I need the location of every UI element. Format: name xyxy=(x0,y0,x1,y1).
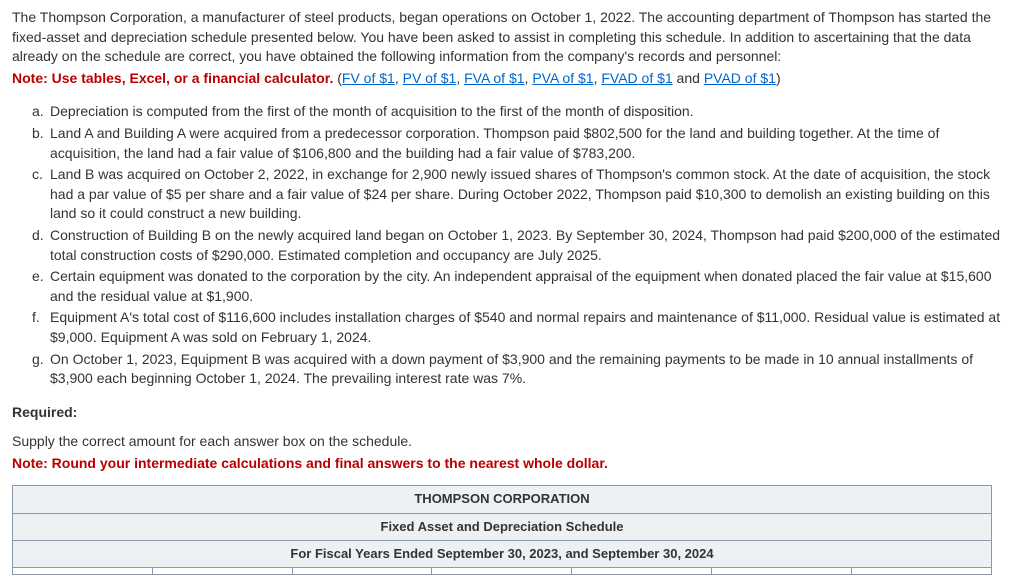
list-letter: f. xyxy=(32,308,50,347)
list-letter: c. xyxy=(32,165,50,224)
table-cell[interactable] xyxy=(292,568,432,575)
list-letter: d. xyxy=(32,226,50,265)
table-cell[interactable] xyxy=(712,568,852,575)
list-item-d: d. Construction of Building B on the new… xyxy=(32,226,1012,265)
info-list: a. Depreciation is computed from the fir… xyxy=(32,102,1012,388)
table-cell[interactable] xyxy=(152,568,292,575)
intro-paragraph: The Thompson Corporation, a manufacturer… xyxy=(12,8,1012,67)
list-text: Depreciation is computed from the first … xyxy=(50,102,694,122)
table-cell[interactable] xyxy=(572,568,712,575)
list-text: Construction of Building B on the newly … xyxy=(50,226,1012,265)
table-cell[interactable] xyxy=(432,568,572,575)
calculator-note-line: Note: Use tables, Excel, or a financial … xyxy=(12,69,1012,89)
list-letter: g. xyxy=(32,350,50,389)
list-text: Certain equipment was donated to the cor… xyxy=(50,267,1012,306)
required-heading: Required: xyxy=(12,403,1012,423)
note-use-tables: Note: Use tables, Excel, or a financial … xyxy=(12,70,337,86)
list-text: On October 1, 2023, Equipment B was acqu… xyxy=(50,350,1012,389)
sep: , xyxy=(456,70,464,86)
depreciation-schedule-table: THOMPSON CORPORATION Fixed Asset and Dep… xyxy=(12,485,992,575)
table-cell[interactable] xyxy=(851,568,991,575)
link-pv-of-1[interactable]: PV of $1 xyxy=(403,70,457,86)
note-round: Note: Round your intermediate calculatio… xyxy=(12,454,1012,474)
link-fv-of-1[interactable]: FV of $1 xyxy=(342,70,395,86)
list-item-g: g. On October 1, 2023, Equipment B was a… xyxy=(32,350,1012,389)
link-fva-of-1[interactable]: FVA of $1 xyxy=(464,70,524,86)
table-cell[interactable] xyxy=(13,568,153,575)
list-item-c: c. Land B was acquired on October 2, 202… xyxy=(32,165,1012,224)
table-period: For Fiscal Years Ended September 30, 202… xyxy=(13,540,992,567)
sep: , xyxy=(395,70,403,86)
list-item-a: a. Depreciation is computed from the fir… xyxy=(32,102,1012,122)
and-word: and xyxy=(673,70,704,86)
list-letter: b. xyxy=(32,124,50,163)
list-item-f: f. Equipment A's total cost of $116,600 … xyxy=(32,308,1012,347)
table-subtitle: Fixed Asset and Depreciation Schedule xyxy=(13,513,992,540)
link-pva-of-1[interactable]: PVA of $1 xyxy=(532,70,593,86)
list-letter: a. xyxy=(32,102,50,122)
list-letter: e. xyxy=(32,267,50,306)
table-title: THOMPSON CORPORATION xyxy=(13,486,992,513)
paren-close: ) xyxy=(776,70,781,86)
list-text: Land B was acquired on October 2, 2022, … xyxy=(50,165,1012,224)
link-pvad-of-1[interactable]: PVAD of $1 xyxy=(704,70,776,86)
list-text: Land A and Building A were acquired from… xyxy=(50,124,1012,163)
link-fvad-of-1[interactable]: FVAD of $1 xyxy=(601,70,672,86)
schedule-instruction: Supply the correct amount for each answe… xyxy=(12,432,1012,452)
list-item-b: b. Land A and Building A were acquired f… xyxy=(32,124,1012,163)
list-text: Equipment A's total cost of $116,600 inc… xyxy=(50,308,1012,347)
list-item-e: e. Certain equipment was donated to the … xyxy=(32,267,1012,306)
